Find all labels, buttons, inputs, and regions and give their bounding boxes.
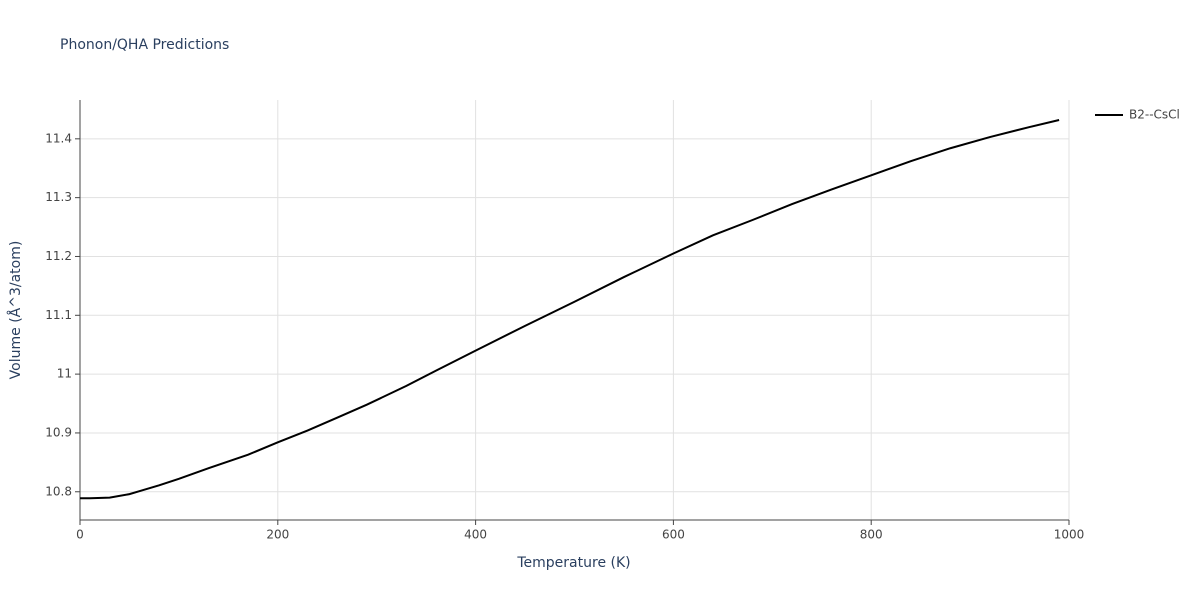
y-tick-label: 11.1 (45, 308, 72, 322)
y-tick-label: 11 (57, 367, 72, 381)
chart-title: Phonon/QHA Predictions (60, 37, 229, 53)
y-tick-label: 11.3 (45, 190, 72, 204)
y-tick-label: 11.4 (45, 131, 72, 145)
x-tick-label: 1000 (1054, 528, 1085, 542)
x-tick-label: 800 (860, 528, 883, 542)
y-tick-label: 10.9 (45, 425, 72, 439)
x-tick-label: 200 (266, 528, 289, 542)
x-tick-label: 0 (76, 528, 84, 542)
y-tick-label: 10.8 (45, 484, 72, 498)
x-axis-label: Temperature (K) (516, 555, 630, 571)
x-tick-label: 600 (662, 528, 685, 542)
line (80, 119, 1060, 500)
y-tick-label: 11.2 (45, 249, 72, 263)
x-tick-label: 400 (464, 528, 487, 542)
legend-label: B2--CsCl (1129, 108, 1180, 122)
y-axis-label: Volume (Å^3/atom) (7, 241, 24, 380)
